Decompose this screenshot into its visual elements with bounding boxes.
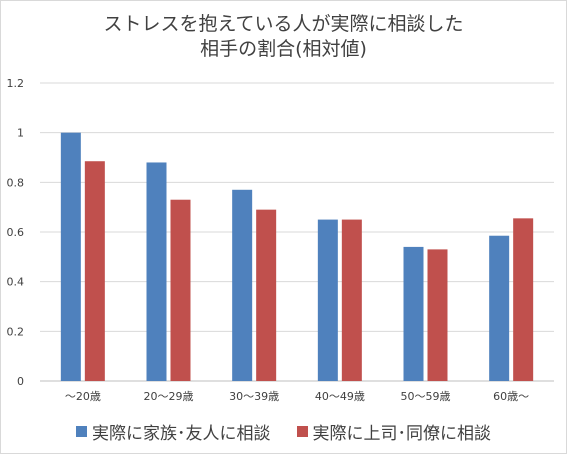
- legend: 実際に家族･友人に相談 実際に上司･同僚に相談: [0, 419, 567, 444]
- chart-title-line1: ストレスを抱えている人が実際に相談した: [103, 13, 464, 35]
- bar-boss-0: [84, 161, 105, 381]
- bar-family-0: [60, 132, 81, 381]
- y-tick-label: 0.6: [7, 226, 25, 239]
- bars: [60, 132, 534, 381]
- x-tick-label: 30～39歳: [229, 390, 279, 403]
- x-axis-ticks: ～20歳 20～29歳 30～39歳 40～49歳 50～59歳 60歳～: [65, 390, 529, 403]
- bar-boss-1: [170, 199, 191, 381]
- x-tick-label: 20～29歳: [144, 390, 194, 403]
- bar-family-5: [489, 235, 510, 381]
- y-tick-label: 1: [17, 127, 24, 140]
- bar-boss-2: [256, 209, 277, 381]
- bar-boss-3: [341, 219, 362, 381]
- legend-item-boss: 実際に上司･同僚に相談: [296, 419, 492, 444]
- y-axis-ticks: 0 0.2 0.4 0.6 0.8 1 1.2: [7, 77, 25, 388]
- y-tick-label: 0.2: [7, 325, 25, 338]
- y-tick-label: 0.8: [7, 176, 25, 189]
- bar-family-1: [146, 162, 167, 381]
- bar-family-4: [403, 246, 424, 381]
- bar-family-2: [232, 189, 253, 381]
- x-tick-label: 40～49歳: [315, 390, 365, 403]
- y-tick-label: 0: [17, 375, 24, 388]
- legend-swatch-boss: [296, 426, 308, 437]
- y-tick-label: 0.4: [7, 276, 25, 289]
- gridlines: [40, 82, 554, 382]
- legend-swatch-family: [76, 426, 87, 437]
- legend-item-family: 実際に家族･友人に相談: [76, 419, 271, 444]
- chart-title-line2: 相手の割合(相対値): [200, 38, 367, 60]
- x-tick-label: 50～59歳: [401, 390, 451, 403]
- bar-boss-5: [513, 218, 534, 381]
- x-tick-label: 60歳～: [493, 390, 529, 403]
- legend-label-boss: 実際に上司･同僚に相談: [312, 424, 492, 444]
- y-tick-label: 1.2: [7, 77, 25, 90]
- chart-title: ストレスを抱えている人が実際に相談した 相手の割合(相対値): [0, 12, 567, 62]
- x-tick-label: ～20歳: [65, 390, 101, 403]
- legend-label-family: 実際に家族･友人に相談: [92, 424, 271, 444]
- bar-boss-4: [427, 249, 448, 381]
- bar-family-3: [317, 219, 338, 381]
